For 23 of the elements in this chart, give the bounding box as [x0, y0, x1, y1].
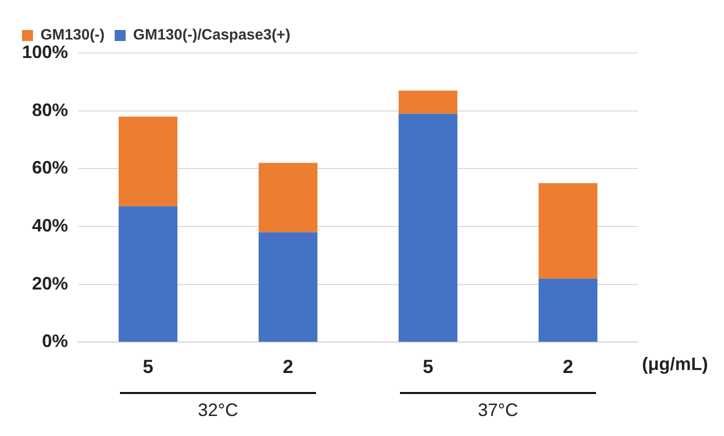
text: (μg/mL) — [642, 354, 708, 376]
bar — [258, 162, 318, 232]
text: 37°C — [476, 400, 520, 421]
y-tick-label: 40% — [32, 215, 68, 236]
x-tick-label: 2 — [282, 356, 294, 378]
bar — [538, 278, 598, 342]
y-tick-label: 100% — [22, 42, 68, 62]
x-tick-label: 5 — [422, 356, 434, 378]
x-tick-label: 2 — [562, 356, 574, 378]
legend-label: GM130(-)/Caspase3(+) — [133, 26, 290, 44]
y-tick-label: 60% — [32, 158, 68, 178]
y-tick-label: 0% — [42, 331, 68, 352]
legend-label: GM130(-) — [40, 26, 105, 44]
bar — [118, 206, 178, 342]
y-tick-label: 20% — [32, 273, 68, 294]
bar — [398, 90, 458, 114]
y-tick-label: 80% — [32, 100, 68, 120]
bar — [398, 114, 458, 342]
bar — [538, 183, 598, 279]
bar — [118, 116, 178, 206]
bar — [258, 232, 318, 342]
x-tick-label: 5 — [142, 356, 154, 378]
text: 32°C — [196, 400, 240, 421]
